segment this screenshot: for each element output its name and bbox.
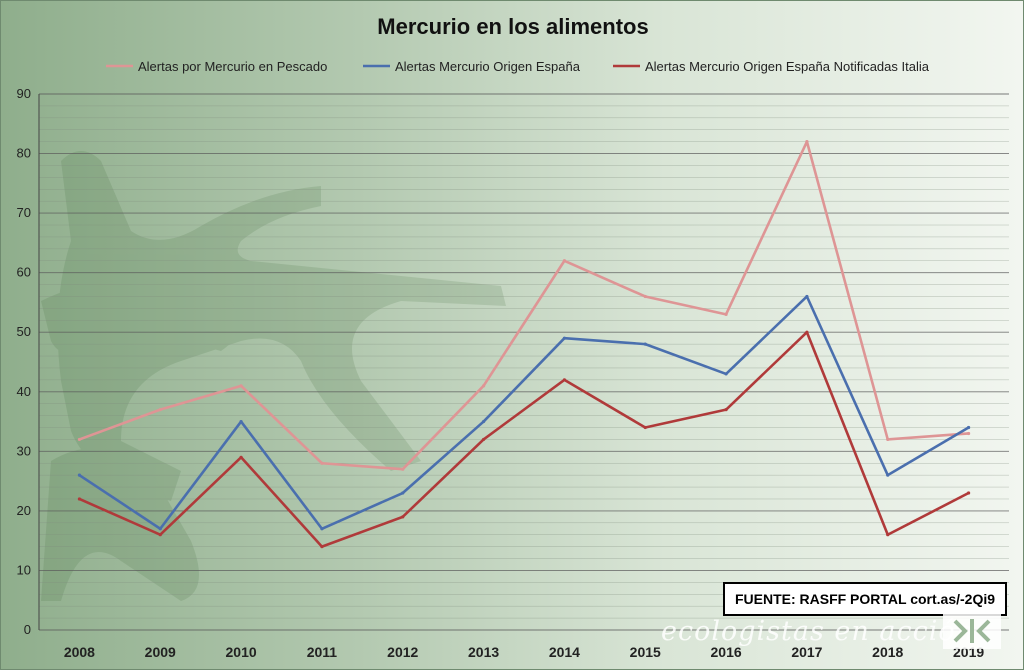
legend-label-italia: Alertas Mercurio Origen España Notificad… [645,59,930,74]
data-point-pescado [481,384,486,388]
data-point-pescado [158,408,162,412]
data-point-espana [805,294,809,299]
ecologistas-logo-icon [943,613,1001,649]
y-tick-label: 70 [17,205,31,220]
data-point-pescado [724,312,728,316]
data-point-pescado [401,467,405,471]
data-point-espana [724,372,728,376]
data-point-italia [886,533,890,537]
data-point-italia [805,330,809,334]
y-axis-ticks: 0 10 20 30 40 50 60 70 80 90 [17,86,31,637]
y-tick-label: 80 [17,146,31,161]
x-axis-ticks: 2008 2009 2010 2011 2012 2013 2014 2015 2016 2017… [64,644,985,660]
y-tick-label: 50 [17,324,31,339]
x-tick-label: 2009 [145,644,176,660]
series-line-espana [78,295,970,531]
x-tick-label: 2012 [387,644,418,660]
data-point-espana [158,527,162,531]
x-tick-label: 2008 [64,644,95,660]
chart-title: Mercurio en los alimentos [377,14,648,39]
x-tick-label: 2017 [791,644,822,660]
data-point-pescado [77,437,82,442]
data-point-pescado [643,294,647,299]
data-point-espana [401,491,405,495]
data-point-italia [481,437,486,442]
data-point-pescado [320,461,324,465]
x-tick-label: 2016 [711,644,742,660]
source-note: FUENTE: RASFF PORTAL cort.as/-2Qi9 [723,582,1007,616]
data-point-espana [966,425,971,430]
data-point-pescado [562,259,567,263]
data-point-espana [239,419,243,424]
data-point-italia [724,408,728,412]
y-tick-label: 40 [17,384,31,399]
x-tick-label: 2018 [872,644,903,660]
x-tick-label: 2013 [468,644,499,660]
y-tick-label: 30 [17,443,31,458]
legend-label-espana: Alertas Mercurio Origen España [395,59,581,74]
data-point-pescado [886,437,890,442]
data-point-italia [401,515,405,519]
data-point-pescado [239,384,243,388]
x-tick-label: 2011 [307,644,338,660]
data-point-espana [320,527,324,531]
x-tick-label: 2010 [226,644,257,660]
series-line-italia [78,330,970,548]
y-tick-label: 90 [17,86,31,101]
data-point-espana [481,419,486,424]
data-point-espana [77,473,82,477]
watermark-text: ecologistas en acción [661,616,974,647]
data-point-espana [886,473,890,477]
data-point-espana [643,342,647,346]
data-point-espana [562,336,567,340]
data-point-italia [562,378,567,382]
data-point-italia [966,491,971,495]
background-decoration [41,151,507,601]
y-tick-label: 0 [24,622,31,637]
series-line-pescado [78,140,970,471]
data-point-pescado [805,140,809,144]
data-point-italia [239,455,243,459]
data-point-italia [643,425,647,430]
y-tick-label: 20 [17,503,31,518]
gridlines [38,93,1009,631]
series-lines [77,140,971,549]
x-tick-label: 2014 [549,644,580,660]
legend-label-pescado: Alertas por Mercurio en Pescado [138,59,327,74]
x-tick-label: 2015 [630,644,661,660]
data-point-italia [158,533,162,537]
data-point-pescado [966,431,971,436]
data-point-italia [77,497,82,501]
y-tick-label: 10 [17,562,31,577]
legend: Alertas por Mercurio en Pescado Alertas … [106,59,930,74]
y-tick-label: 60 [17,265,31,280]
data-point-italia [320,545,324,549]
